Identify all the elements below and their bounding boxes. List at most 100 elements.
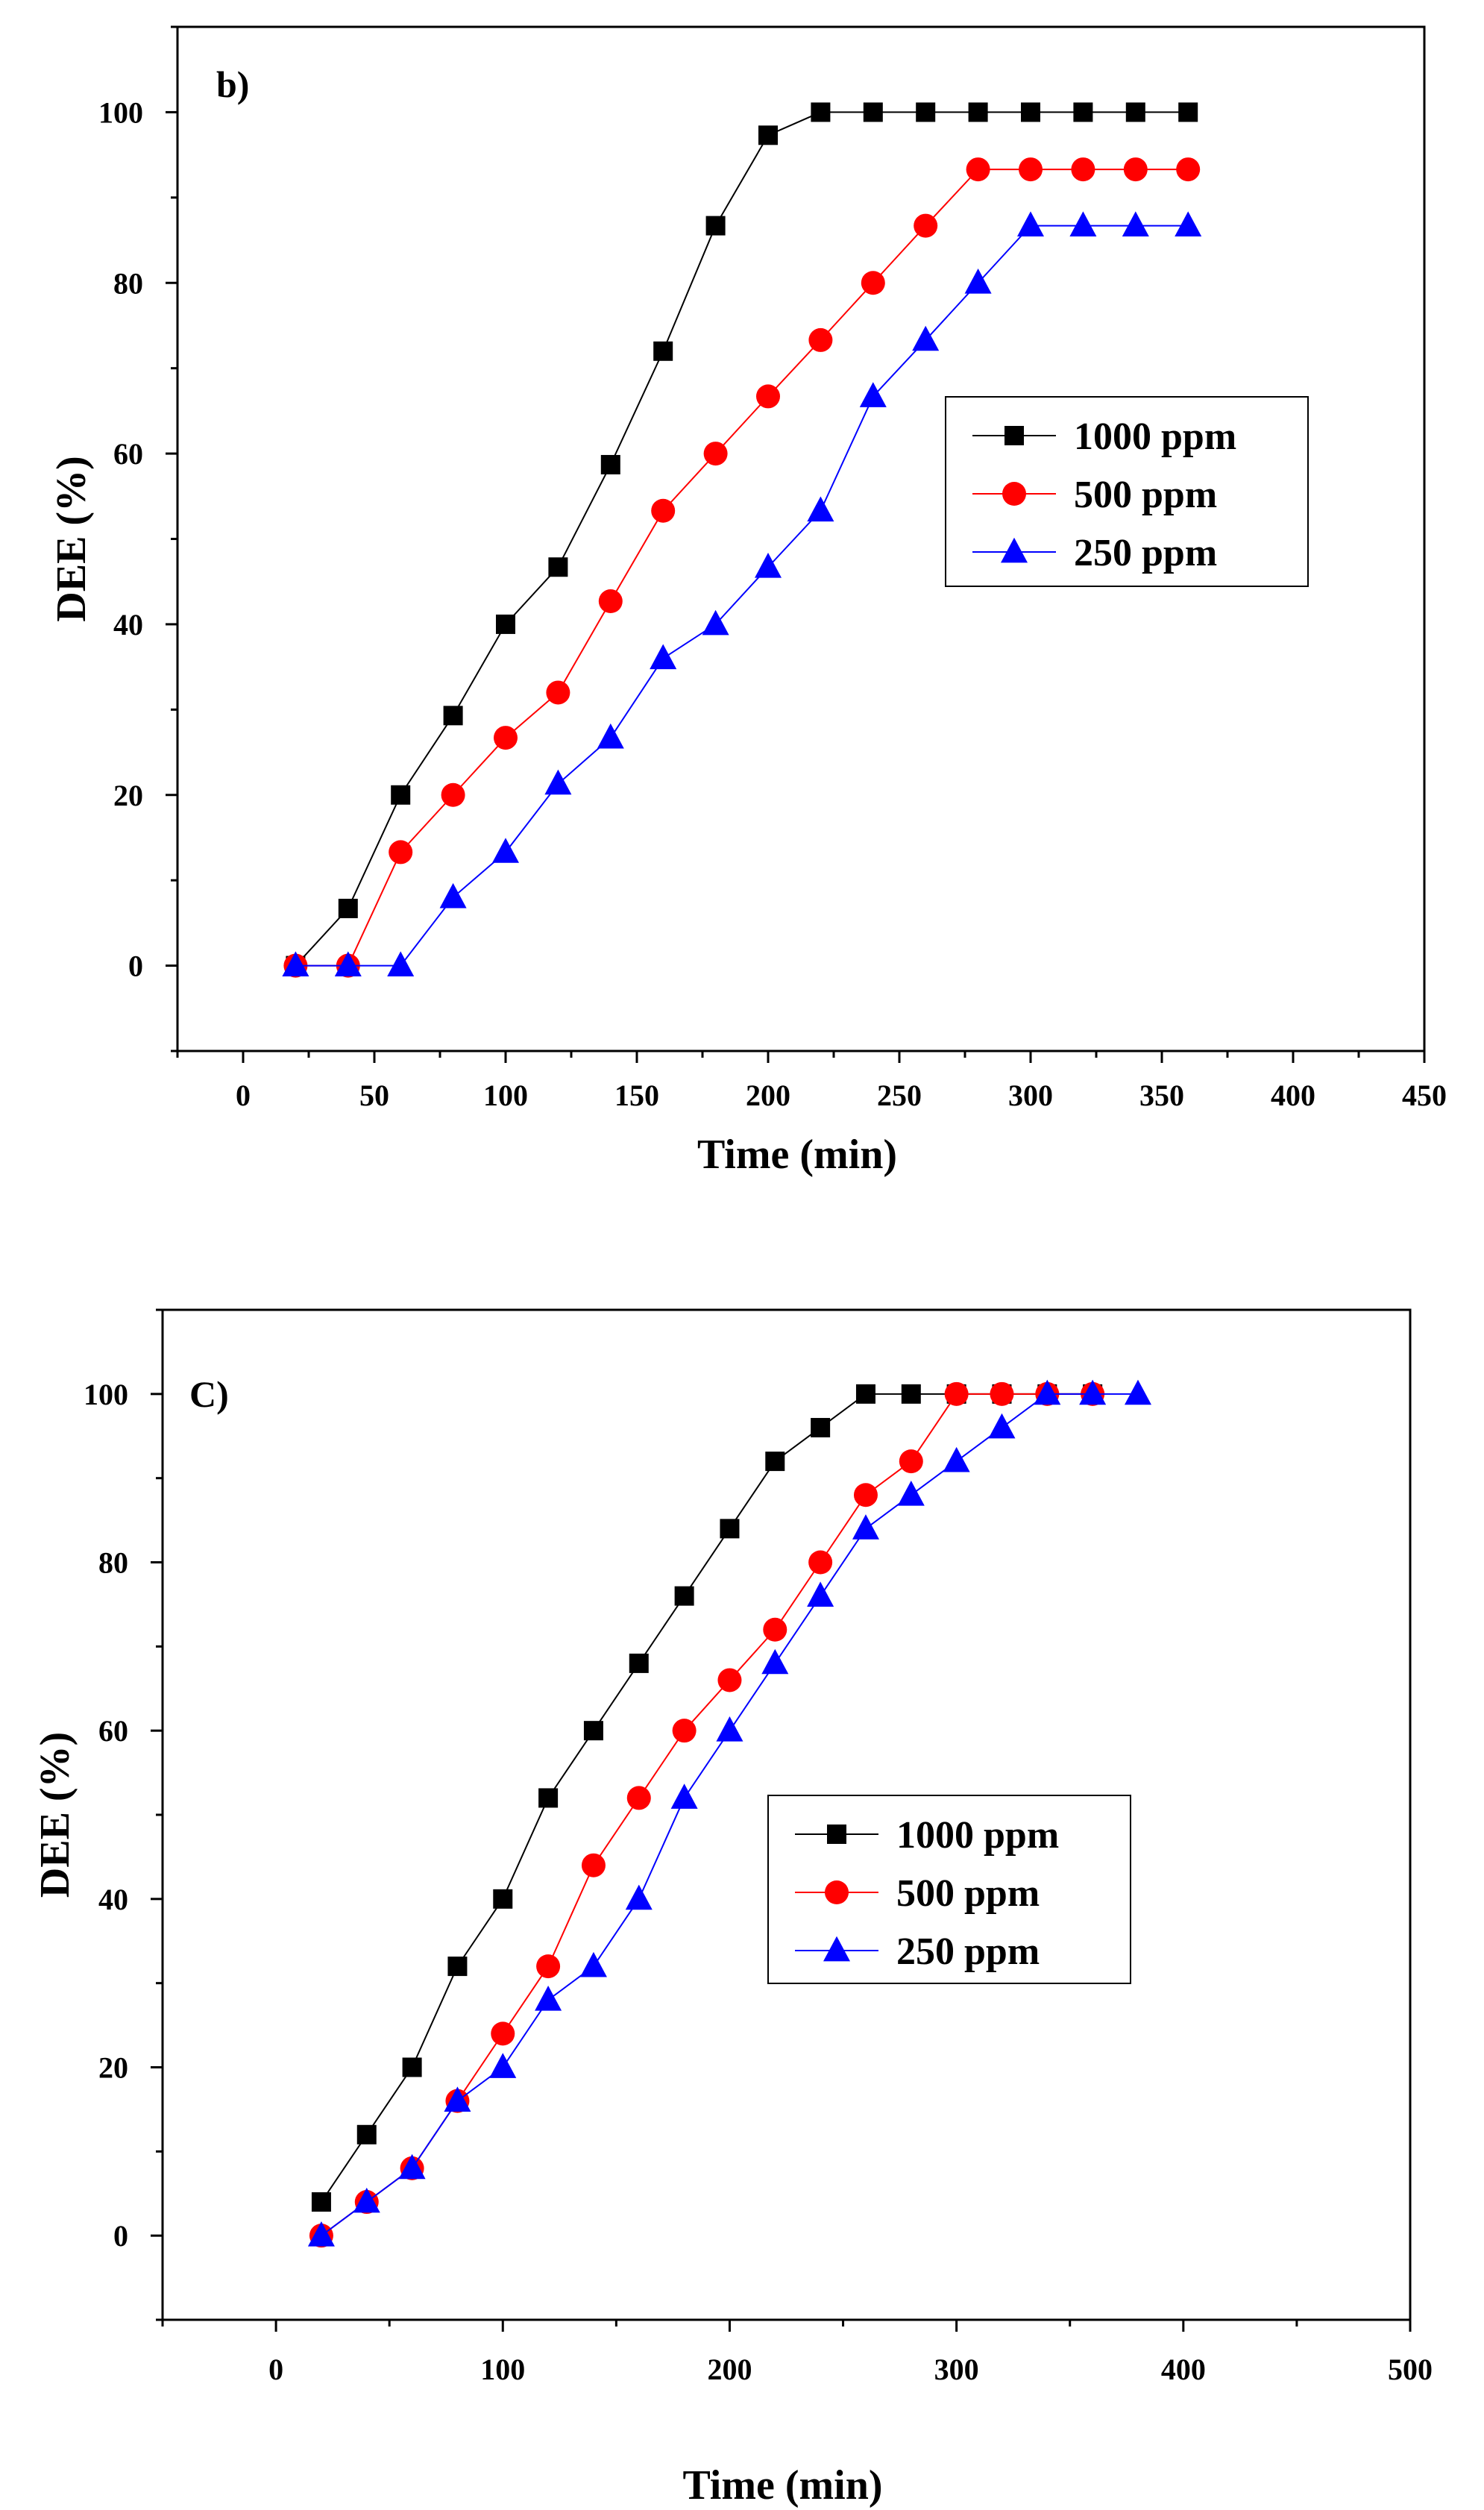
data-point (492, 838, 519, 863)
y-axis-title: DEE (%) (32, 1732, 78, 1898)
chart-panel-1: 0 50 100 150 200 250 300 350 400 450 0 20 40 60 80 100 T… (48, 25, 1447, 1178)
legend-marker (827, 1825, 846, 1844)
data-point (597, 723, 624, 749)
data-point (853, 1483, 878, 1507)
data-point (538, 1788, 559, 1808)
data-point (863, 102, 883, 122)
x-tick-label: 200 (746, 1079, 790, 1112)
data-point (581, 1853, 606, 1877)
data-point (756, 384, 780, 409)
data-point (496, 614, 515, 634)
data-point (1124, 1379, 1151, 1405)
x-tick-label: 0 (268, 2353, 283, 2386)
data-point (1021, 102, 1040, 122)
data-point (807, 1581, 834, 1607)
legend-label: 250 ppm (1074, 532, 1217, 574)
x-tick-label: 250 (877, 1079, 922, 1112)
data-point (536, 1954, 561, 1979)
y-tick-label: 80 (113, 266, 143, 300)
data-point (855, 1384, 875, 1404)
data-point (755, 553, 782, 578)
data-point (808, 1550, 833, 1575)
data-point (334, 951, 362, 976)
data-point (861, 271, 885, 295)
y-tick-label: 80 (98, 1546, 128, 1580)
data-point (626, 1786, 651, 1810)
data-point (494, 726, 518, 750)
data-point (702, 609, 729, 636)
x-tick-label: 200 (707, 2353, 752, 2386)
x-tick-label: 400 (1161, 2353, 1206, 2386)
legend-marker (1004, 426, 1024, 445)
legend-marker (825, 1880, 849, 1904)
data-point (1071, 157, 1095, 182)
data-point (447, 1957, 468, 1977)
data-point (670, 1783, 698, 1809)
data-point (990, 1381, 1014, 1406)
data-point (493, 1889, 513, 1909)
data-point (1178, 102, 1198, 122)
data-point (579, 1951, 607, 1977)
legend: 1000 ppm 500 ppm 250 ppm (945, 396, 1309, 587)
data-point (307, 2221, 335, 2247)
data-point (1122, 211, 1149, 236)
data-point (441, 782, 465, 807)
legend-label: 500 ppm (896, 1872, 1040, 1915)
data-point (402, 2057, 422, 2077)
data-point (1175, 211, 1202, 236)
data-point (653, 341, 673, 361)
data-point (439, 882, 467, 909)
data-point (703, 442, 728, 466)
data-point (1176, 157, 1201, 182)
data-point (717, 1668, 742, 1692)
data-point (444, 2086, 471, 2112)
x-tick-label: 0 (236, 1079, 251, 1112)
chart-panel-2: 0 100 200 300 400 500 0 20 40 60 80 100 Time (min) DE… (32, 1308, 1433, 2509)
data-point (583, 1721, 603, 1741)
data-point (338, 898, 358, 918)
y-tick-label: 0 (128, 950, 143, 983)
series-line (295, 225, 1189, 967)
x-tick-label: 300 (1008, 1079, 1053, 1112)
data-point (988, 1413, 1016, 1439)
data-point (282, 951, 309, 976)
series-250-ppm (307, 1379, 1151, 2247)
data-point (1123, 157, 1148, 182)
data-point (1017, 211, 1044, 236)
x-tick-label: 50 (359, 1079, 389, 1112)
data-point (629, 1653, 649, 1673)
data-point (765, 1452, 785, 1472)
legend-label: 1000 ppm (896, 1814, 1059, 1857)
data-point (311, 2192, 331, 2212)
data-point (852, 1514, 879, 1540)
data-point (1079, 1379, 1107, 1405)
data-point (1034, 1379, 1061, 1405)
y-tick-label: 20 (98, 2051, 128, 2085)
data-point (625, 1884, 653, 1910)
x-tick-label: 150 (614, 1079, 659, 1112)
x-tick-label: 450 (1402, 1079, 1447, 1112)
y-tick-label: 20 (113, 779, 143, 812)
data-point (544, 769, 572, 795)
data-point (651, 498, 676, 523)
data-point (598, 589, 623, 614)
data-point (811, 102, 831, 122)
data-point (489, 2053, 517, 2078)
data-point (944, 1381, 969, 1406)
data-point (763, 1617, 787, 1642)
y-tick-label: 40 (113, 608, 143, 641)
data-point (914, 213, 938, 238)
data-point (943, 1446, 970, 1472)
data-point (859, 382, 887, 407)
panel-label: C) (189, 1373, 229, 1415)
x-tick-label: 100 (483, 1079, 528, 1112)
data-point (398, 2153, 426, 2180)
legend-marker (1002, 482, 1026, 506)
data-point (353, 2187, 380, 2213)
data-point (807, 496, 834, 522)
data-point (916, 102, 936, 122)
data-point (912, 325, 940, 351)
data-point (650, 644, 677, 670)
data-point (897, 1481, 925, 1506)
data-point (391, 785, 411, 805)
